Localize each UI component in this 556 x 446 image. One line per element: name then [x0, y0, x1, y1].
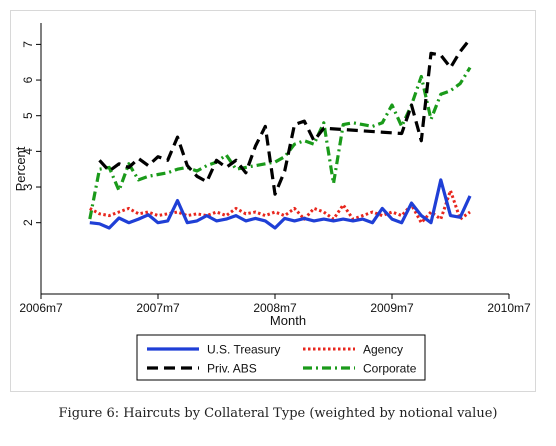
x-tick-label: 2009m7	[370, 301, 414, 315]
y-tick-label: 5	[21, 112, 35, 119]
figure-caption: Figure 6: Haircuts by Collateral Type (w…	[58, 406, 498, 421]
legend: U.S. Treasury Agency Priv. ABS Corporate	[136, 334, 426, 381]
y-axis-label: Percent	[13, 146, 28, 191]
legend-label: Corporate	[363, 362, 417, 376]
y-tick-label: 6	[21, 76, 35, 83]
x-tick-label: 2007m7	[136, 301, 180, 315]
figure-frame: 2 3 4 5 6 7 2006m7 2007m7 2008m7 2009m7 2010m7 Per…	[10, 10, 536, 392]
y-tick-label: 3	[21, 183, 35, 190]
y-tick-label: 4	[21, 148, 35, 155]
y-tick-label: 2	[21, 219, 35, 226]
axes-layer: 2 3 4 5 6 7 2006m7 2007m7 2008m7 2009m7 2010m7	[19, 23, 531, 315]
series-line-u-s-treasury	[89, 178, 472, 230]
line-chart: 2 3 4 5 6 7 2006m7 2007m7 2008m7 2009m7 2010m7 Per…	[13, 23, 531, 381]
x-axis-label: Month	[270, 313, 306, 328]
plot-background	[41, 23, 509, 294]
x-tick-label: 2010m7	[487, 301, 531, 315]
y-tick-label: 7	[21, 41, 35, 48]
legend-label: U.S. Treasury	[207, 343, 280, 357]
series-layer	[88, 38, 472, 230]
legend-box	[136, 334, 426, 381]
series-line-priv-abs	[98, 38, 472, 196]
legend-label: Priv. ABS	[207, 362, 257, 376]
x-tick-label: 2008m7	[253, 301, 297, 315]
x-tick-label: 2006m7	[19, 301, 63, 315]
plot-area	[41, 23, 509, 294]
legend-label: Agency	[363, 343, 403, 357]
